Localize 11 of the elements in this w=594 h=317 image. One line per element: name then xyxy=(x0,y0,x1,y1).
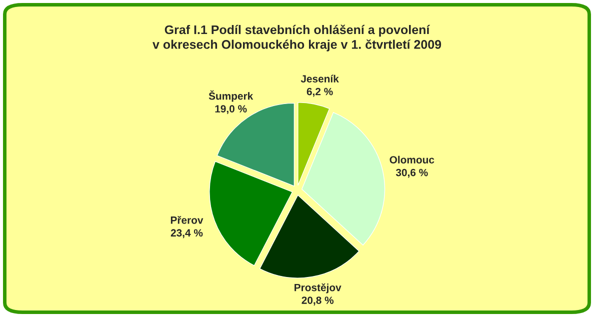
slice-label: Olomouc xyxy=(390,156,434,164)
slice-label: Prostějov xyxy=(294,283,342,294)
data-label: 23,4 % xyxy=(170,229,203,238)
slice-label: Přerov xyxy=(170,216,204,224)
chart-title: Graf I.1 Podíl stavebních ohlášení a povolení v okresech Olomouckého kraje v 1. čtvrtletí 2009 xyxy=(152,24,442,52)
slice-label: Jeseník xyxy=(300,74,339,83)
data-label: 30,6 % xyxy=(396,168,428,178)
data-label: 20,8 % xyxy=(302,296,334,306)
slice-label: Šumperk xyxy=(208,90,254,102)
data-label: 6,2 % xyxy=(306,88,333,97)
data-label: 19,0 % xyxy=(215,105,247,114)
